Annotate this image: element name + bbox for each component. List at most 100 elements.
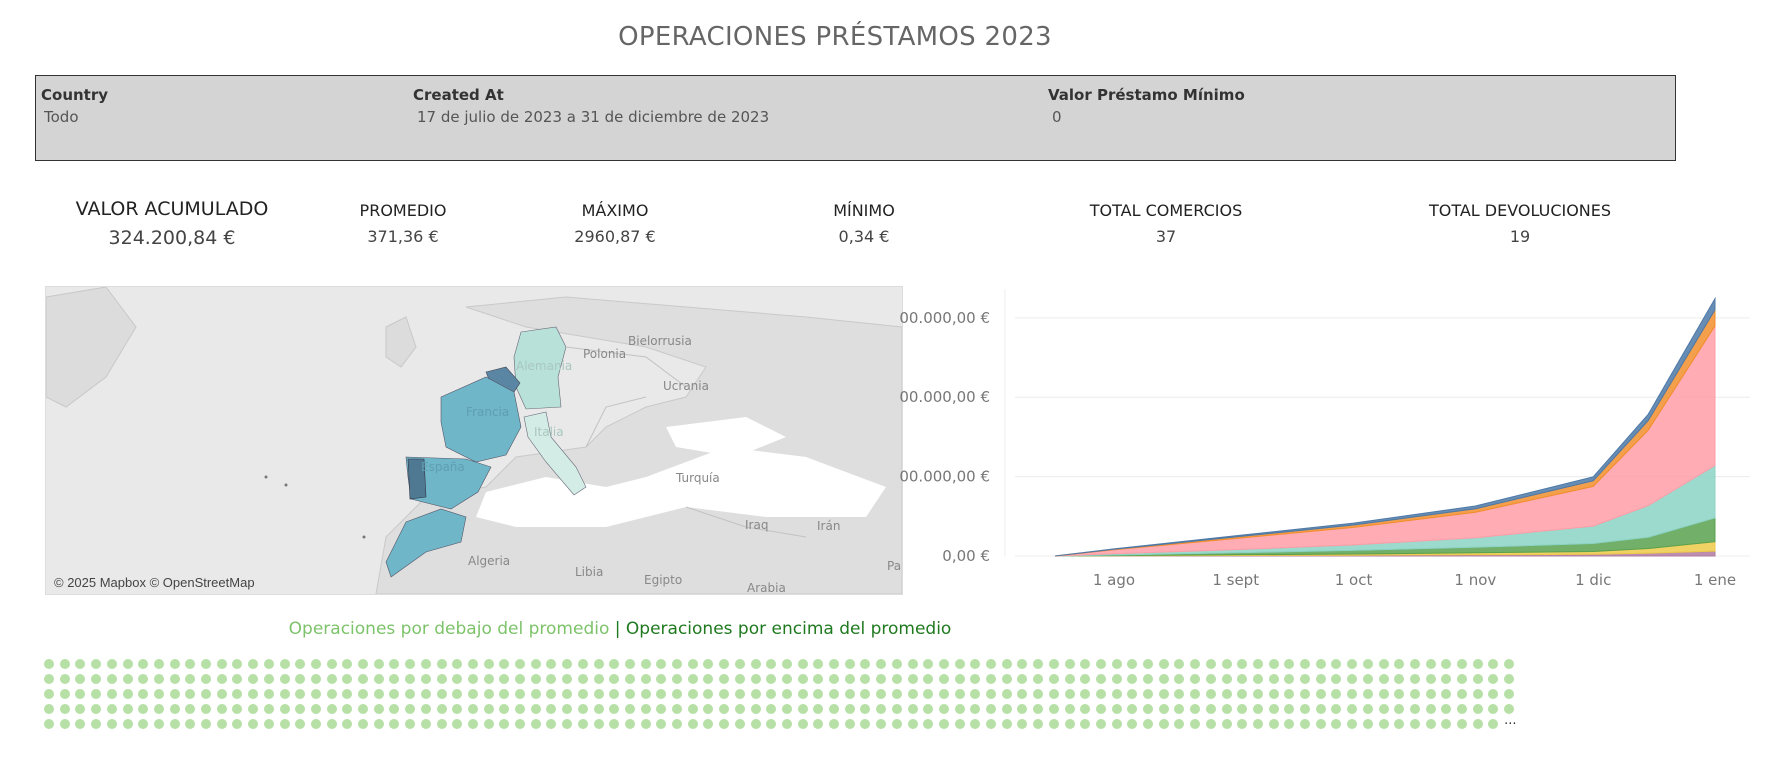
operation-dot[interactable] [1080, 659, 1091, 669]
operation-dot[interactable] [295, 659, 306, 669]
operation-dot[interactable] [1441, 719, 1452, 729]
operation-dot[interactable] [405, 659, 416, 669]
operation-dot[interactable] [263, 674, 274, 684]
operation-dot[interactable] [656, 719, 667, 729]
operation-dot[interactable] [467, 719, 478, 729]
operation-dot[interactable] [1425, 674, 1436, 684]
operation-dot[interactable] [483, 704, 494, 714]
operation-dot[interactable] [452, 704, 463, 714]
operation-dot[interactable] [844, 719, 855, 729]
operation-dot[interactable] [624, 689, 635, 699]
operation-dot[interactable] [122, 689, 133, 699]
operation-dot[interactable] [59, 659, 70, 669]
operation-dot[interactable] [593, 659, 604, 669]
operation-dot[interactable] [750, 704, 761, 714]
operation-dot[interactable] [546, 659, 557, 669]
operation-dot[interactable] [1472, 719, 1483, 729]
operation-dot[interactable] [781, 674, 792, 684]
operation-dot[interactable] [844, 704, 855, 714]
operation-dot[interactable] [1378, 704, 1389, 714]
operation-dot[interactable] [970, 689, 981, 699]
operation-dot[interactable] [1033, 719, 1044, 729]
operation-dot[interactable] [577, 674, 588, 684]
operation-dot[interactable] [1237, 674, 1248, 684]
operation-dot[interactable] [1095, 719, 1106, 729]
operation-dot[interactable] [1268, 704, 1279, 714]
operation-dot[interactable] [1441, 704, 1452, 714]
operation-dot[interactable] [593, 689, 604, 699]
operation-dot[interactable] [954, 719, 965, 729]
operation-dot[interactable] [1300, 704, 1310, 714]
operation-dot[interactable] [326, 659, 337, 669]
operation-dot[interactable] [1033, 674, 1044, 684]
operation-dot[interactable] [373, 659, 384, 669]
operation-dot[interactable] [279, 689, 290, 699]
operation-dot[interactable] [970, 659, 981, 669]
operation-dot[interactable] [373, 704, 384, 714]
operation-dot[interactable] [1457, 674, 1467, 684]
operation-dot[interactable] [1394, 719, 1405, 729]
operation-dot[interactable] [1347, 674, 1358, 684]
operation-dot[interactable] [703, 704, 714, 714]
operation-dot[interactable] [1080, 704, 1091, 714]
operation-dot[interactable] [1504, 659, 1515, 669]
operation-dot[interactable] [876, 704, 887, 714]
operation-dot[interactable] [1315, 674, 1326, 684]
operation-dot[interactable] [719, 659, 730, 669]
cumulative-area-chart[interactable]: 300.000,00 € 200.000,00 € 100.000,00 € 0,00… [900, 280, 1760, 600]
operation-dot[interactable] [1409, 689, 1420, 699]
operation-dot[interactable] [263, 689, 274, 699]
operation-dot[interactable] [106, 704, 117, 714]
operation-dot[interactable] [577, 704, 588, 714]
operation-dot[interactable] [1127, 704, 1138, 714]
operation-dot[interactable] [656, 704, 667, 714]
operation-dot[interactable] [1127, 659, 1138, 669]
operation-dot[interactable] [656, 689, 667, 699]
operation-dot[interactable] [719, 719, 730, 729]
operation-dot[interactable] [1331, 674, 1342, 684]
operation-dot[interactable] [1488, 719, 1499, 729]
operation-dot[interactable] [1441, 659, 1452, 669]
operation-dot[interactable] [201, 659, 211, 669]
operation-dot[interactable] [153, 659, 164, 669]
operation-dot[interactable] [1174, 719, 1185, 729]
operation-dot[interactable] [138, 719, 149, 729]
operation-dot[interactable] [1378, 719, 1389, 729]
operation-dot[interactable] [310, 689, 321, 699]
operation-dot[interactable] [358, 689, 368, 699]
operation-dot[interactable] [1143, 659, 1153, 669]
operation-dot[interactable] [342, 674, 353, 684]
operation-dot[interactable] [797, 674, 808, 684]
operation-dot[interactable] [1001, 719, 1012, 729]
operation-dot[interactable] [373, 674, 384, 684]
operation-dot[interactable] [1221, 689, 1232, 699]
operation-dot[interactable] [1284, 719, 1295, 729]
operation-dot[interactable] [546, 719, 557, 729]
operation-dot[interactable] [467, 674, 478, 684]
operation-dot[interactable] [719, 674, 730, 684]
operation-dot[interactable] [1378, 689, 1389, 699]
operation-dot[interactable] [624, 659, 635, 669]
operation-dot[interactable] [1111, 659, 1122, 669]
operation-dot[interactable] [279, 674, 290, 684]
operation-dot[interactable] [593, 704, 604, 714]
operation-dot[interactable] [1048, 719, 1059, 729]
operation-dot[interactable] [609, 659, 620, 669]
operation-dot[interactable] [75, 659, 86, 669]
operation-dot[interactable] [201, 689, 211, 699]
operation-dot[interactable] [954, 689, 965, 699]
operation-dot[interactable] [185, 674, 196, 684]
operation-dot[interactable] [248, 674, 259, 684]
operation-dot[interactable] [687, 659, 698, 669]
operation-dot[interactable] [499, 719, 510, 729]
operation-dot[interactable] [860, 659, 871, 669]
operation-dot[interactable] [1158, 674, 1169, 684]
operation-dot[interactable] [907, 704, 918, 714]
operation-dot[interactable] [986, 704, 996, 714]
operation-dot[interactable] [609, 674, 620, 684]
operation-dot[interactable] [515, 704, 525, 714]
operation-dot[interactable] [1001, 689, 1012, 699]
operation-dot[interactable] [593, 719, 604, 729]
operation-dot[interactable] [1174, 689, 1185, 699]
operation-dot[interactable] [483, 719, 494, 729]
